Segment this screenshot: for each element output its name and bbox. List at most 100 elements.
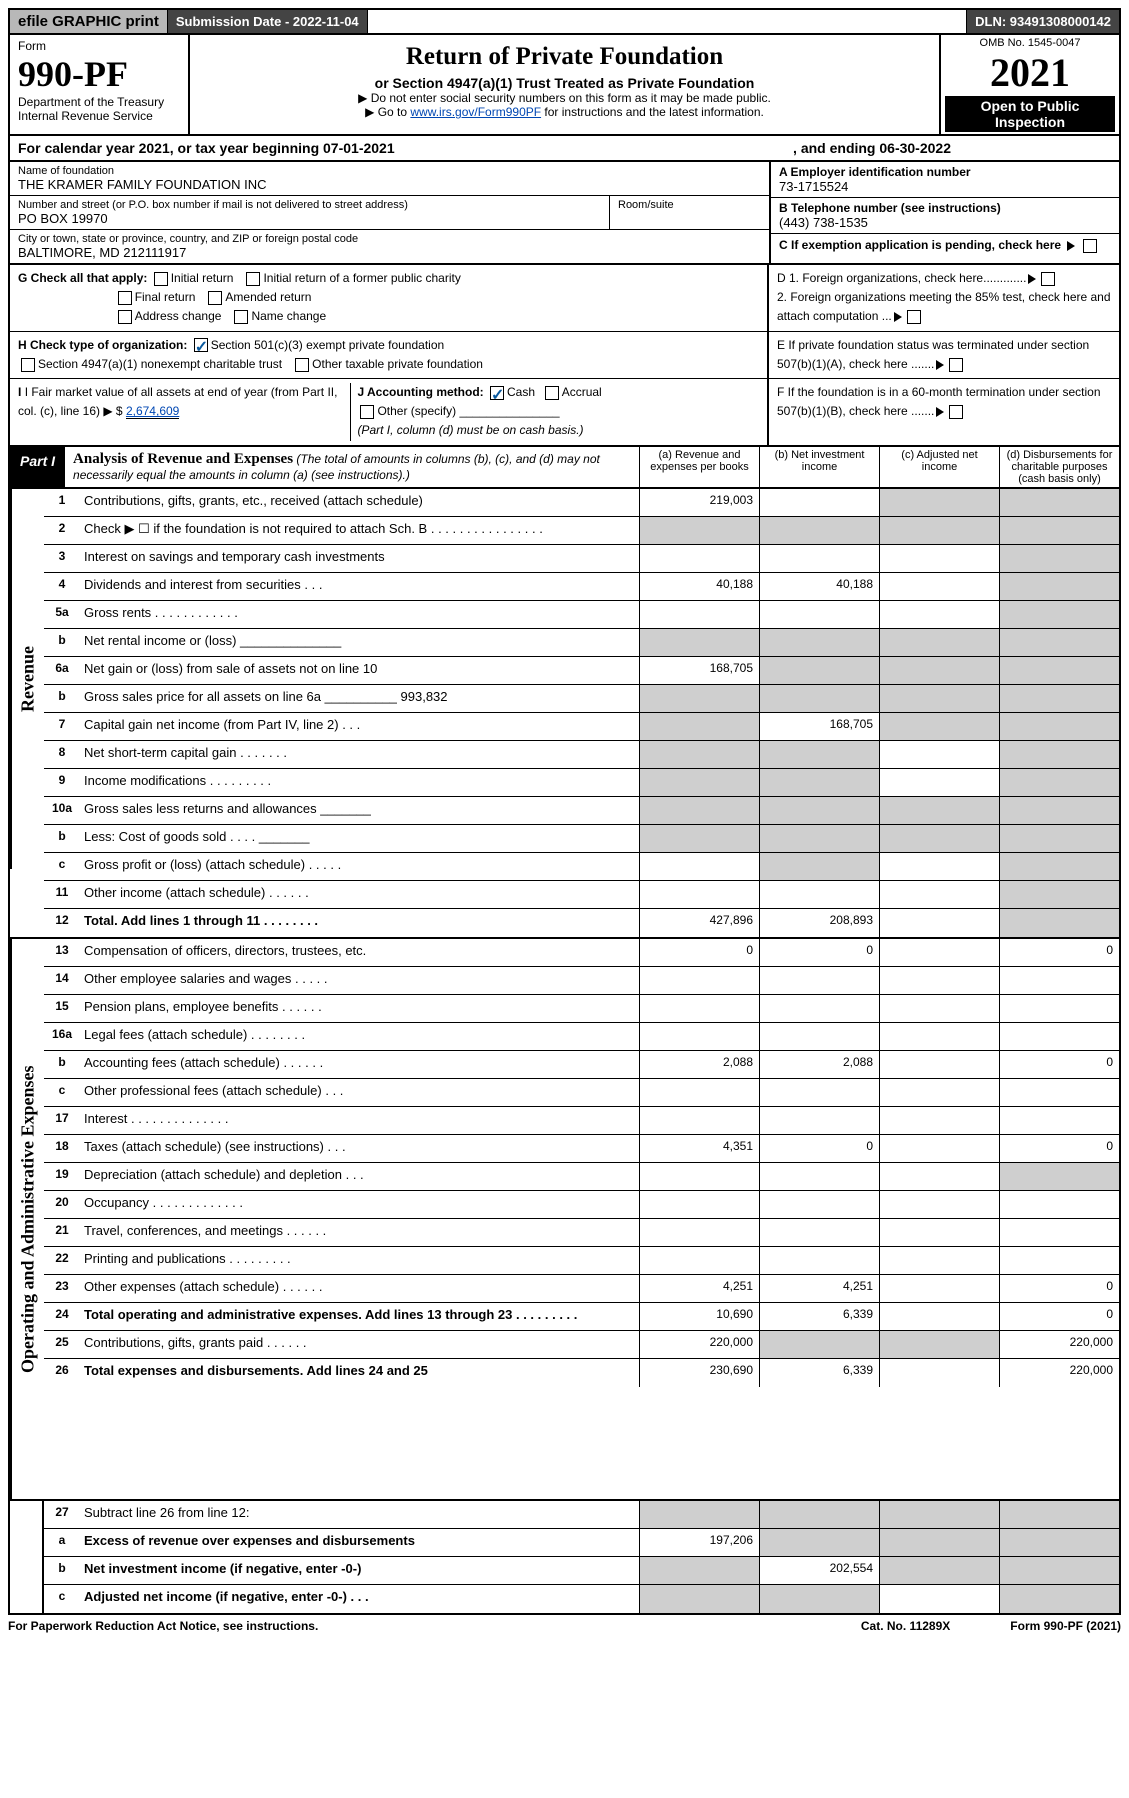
- checkbox-other-taxable[interactable]: [295, 358, 309, 372]
- arrow-icon: [1028, 274, 1036, 284]
- cell-dd: [999, 909, 1119, 937]
- checkbox-name-change[interactable]: [234, 310, 248, 324]
- cell-b: [759, 741, 879, 768]
- e-row: E If private foundation status was termi…: [769, 332, 1119, 379]
- checkbox-501c3[interactable]: [194, 338, 208, 352]
- table-row: 14Other employee salaries and wages . . …: [44, 967, 1119, 995]
- line-number: c: [44, 1079, 80, 1106]
- fmv-amount[interactable]: 2,674,609: [126, 404, 179, 419]
- cell-dd: 0: [999, 1303, 1119, 1330]
- cell-dd: [999, 1501, 1119, 1528]
- cell-a: [639, 1557, 759, 1584]
- cell-c: [879, 1219, 999, 1246]
- checkbox-f[interactable]: [949, 405, 963, 419]
- cell-b: 4,251: [759, 1275, 879, 1302]
- checkbox-d1[interactable]: [1041, 272, 1055, 286]
- line-desc: Legal fees (attach schedule) . . . . . .…: [80, 1023, 639, 1050]
- checkbox-c[interactable]: [1083, 239, 1097, 253]
- cell-c: [879, 853, 999, 880]
- cell-b: [759, 995, 879, 1022]
- cell-b: [759, 1585, 879, 1613]
- cell-a: 168,705: [639, 657, 759, 684]
- line-number: 2: [44, 517, 80, 544]
- cell-c: [879, 545, 999, 572]
- cell-b: [759, 1191, 879, 1218]
- table-row: 13Compensation of officers, directors, t…: [44, 939, 1119, 967]
- revenue-body: 1Contributions, gifts, grants, etc., rec…: [44, 489, 1119, 937]
- irs-link[interactable]: www.irs.gov/Form990PF: [410, 105, 541, 119]
- footer-right: Form 990-PF (2021): [1010, 1619, 1121, 1633]
- line-desc: Dividends and interest from securities .…: [80, 573, 639, 600]
- checkbox-accrual[interactable]: [545, 386, 559, 400]
- cell-b: [759, 1107, 879, 1134]
- cell-dd: [999, 1191, 1119, 1218]
- line-desc: Net rental income or (loss) ____________…: [80, 629, 639, 656]
- cell-c: [879, 995, 999, 1022]
- h2: Section 4947(a)(1) nonexempt charitable …: [38, 357, 282, 371]
- efile-button[interactable]: efile GRAPHIC print: [10, 10, 168, 33]
- checkbox-e[interactable]: [949, 358, 963, 372]
- cell-dd: [999, 825, 1119, 852]
- j-note: (Part I, column (d) must be on cash basi…: [357, 423, 583, 437]
- line-desc: Pension plans, employee benefits . . . .…: [80, 995, 639, 1022]
- checkbox-cash[interactable]: [490, 386, 504, 400]
- line-desc: Gross sales price for all assets on line…: [80, 685, 639, 712]
- table-row: bNet investment income (if negative, ent…: [44, 1557, 1119, 1585]
- line-number: 18: [44, 1135, 80, 1162]
- line-desc: Capital gain net income (from Part IV, l…: [80, 713, 639, 740]
- city-value: BALTIMORE, MD 212111917: [18, 245, 761, 260]
- table-row: 12Total. Add lines 1 through 11 . . . . …: [44, 909, 1119, 937]
- cell-a: [639, 713, 759, 740]
- checkbox-other-method[interactable]: [360, 405, 374, 419]
- line-number: 3: [44, 545, 80, 572]
- cell-c: [879, 517, 999, 544]
- g-label: G Check all that apply:: [18, 271, 147, 285]
- checkbox-d2[interactable]: [907, 310, 921, 324]
- line-number: 13: [44, 939, 80, 966]
- exemption-cell: C If exemption application is pending, c…: [771, 234, 1119, 256]
- line-desc: Gross profit or (loss) (attach schedule)…: [80, 853, 639, 880]
- checkbox-initial-former[interactable]: [246, 272, 260, 286]
- line-desc: Net investment income (if negative, ente…: [80, 1557, 639, 1584]
- part1-label: Part I: [10, 447, 65, 487]
- checkbox-addr-change[interactable]: [118, 310, 132, 324]
- i-cell: I I Fair market value of all assets at e…: [18, 383, 351, 441]
- addr-label: Number and street (or P.O. box number if…: [18, 199, 601, 211]
- header-left: Form 990-PF Department of the Treasury I…: [10, 35, 190, 134]
- checkbox-final[interactable]: [118, 291, 132, 305]
- cell-a: [639, 1163, 759, 1190]
- cell-c: [879, 769, 999, 796]
- cell-c: [879, 1191, 999, 1218]
- checkbox-amended[interactable]: [208, 291, 222, 305]
- line-number: 16a: [44, 1023, 80, 1050]
- line-number: 20: [44, 1191, 80, 1218]
- d1: D 1. Foreign organizations, check here..…: [777, 271, 1026, 285]
- foundation-name-cell: Name of foundation THE KRAMER FAMILY FOU…: [10, 162, 769, 196]
- checkbox-initial[interactable]: [154, 272, 168, 286]
- checkbox-4947[interactable]: [21, 358, 35, 372]
- cell-a: 10,690: [639, 1303, 759, 1330]
- cell-a: 427,896: [639, 909, 759, 937]
- phone-label: B Telephone number (see instructions): [779, 201, 1111, 215]
- table-row: 19Depreciation (attach schedule) and dep…: [44, 1163, 1119, 1191]
- table-row: 18Taxes (attach schedule) (see instructi…: [44, 1135, 1119, 1163]
- cell-c: [879, 1247, 999, 1274]
- ein-cell: A Employer identification number 73-1715…: [771, 162, 1119, 198]
- cell-a: [639, 517, 759, 544]
- g-row: G Check all that apply: Initial return I…: [10, 265, 767, 332]
- table-row: bGross sales price for all assets on lin…: [44, 685, 1119, 713]
- line-desc: Printing and publications . . . . . . . …: [80, 1247, 639, 1274]
- d2: 2. Foreign organizations meeting the 85%…: [777, 290, 1111, 323]
- cell-dd: [999, 797, 1119, 824]
- form-subtitle: or Section 4947(a)(1) Trust Treated as P…: [198, 75, 931, 91]
- cell-b: 40,188: [759, 573, 879, 600]
- cell-c: [879, 1163, 999, 1190]
- line-number: 25: [44, 1331, 80, 1358]
- cell-c: [879, 939, 999, 966]
- col-c-head: (c) Adjusted net income: [879, 447, 999, 487]
- cell-b: 168,705: [759, 713, 879, 740]
- line-desc: Total. Add lines 1 through 11 . . . . . …: [80, 909, 639, 937]
- cell-dd: [999, 1023, 1119, 1050]
- cell-b: [759, 1023, 879, 1050]
- calendar-year-row: For calendar year 2021, or tax year begi…: [8, 136, 1121, 162]
